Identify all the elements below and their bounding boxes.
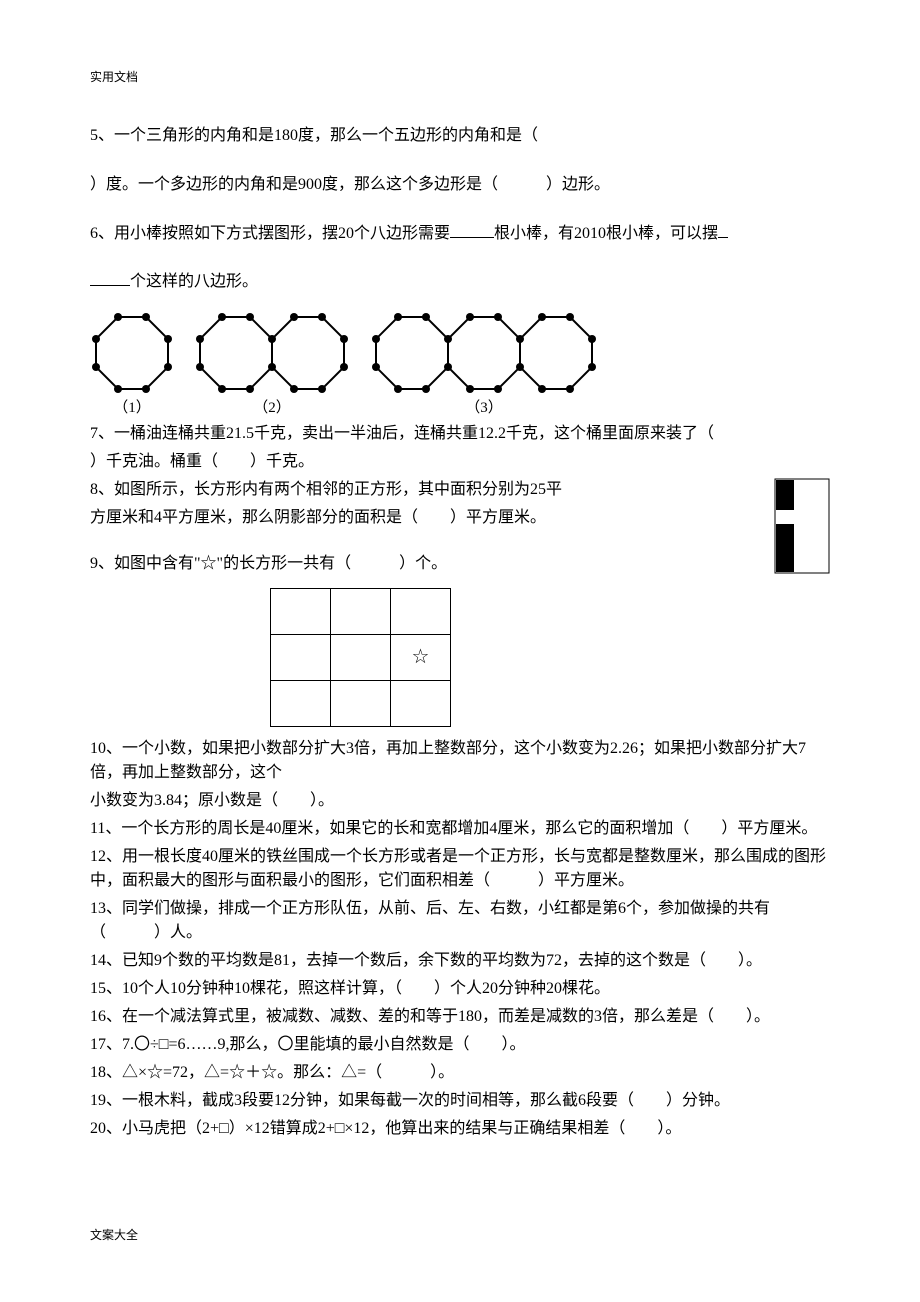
question-12: 12、用一根长度40厘米的铁丝围成一个长方形或者是一个正方形，长与宽都是整数厘米… [90,845,830,893]
grid-cell [271,588,331,634]
question-8-figure [774,478,830,582]
grid-cell [331,588,391,634]
grid-cell [391,680,451,726]
question-9-grid: ☆ [270,588,830,727]
page-footer: 文案大全 [90,1226,138,1244]
grid-cell [331,680,391,726]
octagon-2-svg [194,311,350,395]
question-10-line1: 10、一个小数，如果把小数部分扩大3倍，再加上整数部分，这个小数变为2.26；如… [90,737,830,785]
octagon-1-svg [90,311,174,395]
question-10-line2: 小数变为3.84；原小数是（ ）。 [90,789,830,813]
question-15: 15、10个人10分钟种10棵花，照这样计算，（ ）个人20分钟种20棵花。 [90,977,830,1001]
page-header: 实用文档 [90,68,830,86]
question-8-line1: 8、如图所示，长方形内有两个相邻的正方形，其中面积分别为25平 [90,478,756,502]
question-7-line2: ）千克油。桶重（ ）千克。 [90,450,830,474]
octagon-3-svg [370,311,598,395]
grid-cell [331,634,391,680]
question-7-line1: 7、一桶油连桶共重21.5千克，卖出一半油后，连桶共重12.2千克，这个桶里面原… [90,422,830,446]
q6-text-b: 根小棒，有2010根小棒，可以摆 [494,225,718,242]
question-8-line2: 方厘米和4平方厘米，那么阴影部分的面积是（ ）平方厘米。 [90,506,756,530]
q6-text-c: 个这样的八边形。 [130,273,258,290]
question-5-line2: ）度。一个多边形的内角和是900度，那么这个多边形是（ ）边形。 [90,163,830,208]
question-6-line2: 个这样的八边形。 [90,260,830,305]
octagon-group-2: （2） [194,311,350,420]
question-18: 18、△×☆=72，△=☆＋☆。那么：△=（ ）。 [90,1061,830,1085]
q6-blank-2b [90,270,130,286]
question-11: 11、一个长方形的周长是40厘米，如果它的长和宽都增加4厘米，那么它的面积增加（… [90,817,830,841]
question-8-row: 8、如图所示，长方形内有两个相邻的正方形，其中面积分别为25平 方厘米和4平方厘… [90,478,830,582]
octagon-group-3: （3） [370,311,598,420]
octagon-1-label: （1） [113,397,151,420]
question-5-line1: 5、一个三角形的内角和是180度，那么一个五边形的内角和是（ [90,114,830,159]
q8-svg [774,478,830,574]
question-17: 17、7.〇÷□=6……9,那么，〇里能填的最小自然数是（ ）。 [90,1033,830,1057]
question-9: 9、如图中含有"☆"的长方形一共有（ ）个。 [90,552,756,576]
q6-blank-2a [718,222,728,238]
octagon-3-label: （3） [465,397,503,420]
q6-text-a: 6、用小棒按照如下方式摆图形，摆20个八边形需要 [90,225,450,242]
grid-cell [391,588,451,634]
question-20: 20、小马虎把（2+□）×12错算成2+□×12，他算出来的结果与正确结果相差（… [90,1117,830,1141]
q6-blank-1 [450,222,494,238]
grid-cell-star: ☆ [391,634,451,680]
question-14: 14、已知9个数的平均数是81，去掉一个数后，余下数的平均数为72，去掉的这个数… [90,949,830,973]
octagon-figure-row: （1） （2） [90,311,830,420]
octagon-2-label: （2） [253,397,291,420]
question-13: 13、同学们做操，排成一个正方形队伍，从前、后、左、右数，小红都是第6个，参加做… [90,897,830,945]
question-19: 19、一根木料，截成3段要12分钟，如果每截一次的时间相等，那么截6段要（ ）分… [90,1089,830,1113]
octagon-group-1: （1） [90,311,174,420]
question-6-line1: 6、用小棒按照如下方式摆图形，摆20个八边形需要 根小棒，有2010根小棒，可以摆 [90,212,830,257]
grid-cell [271,634,331,680]
grid-cell [271,680,331,726]
question-16: 16、在一个减法算式里，被减数、减数、差的和等于180，而差是减数的3倍，那么差… [90,1005,830,1029]
